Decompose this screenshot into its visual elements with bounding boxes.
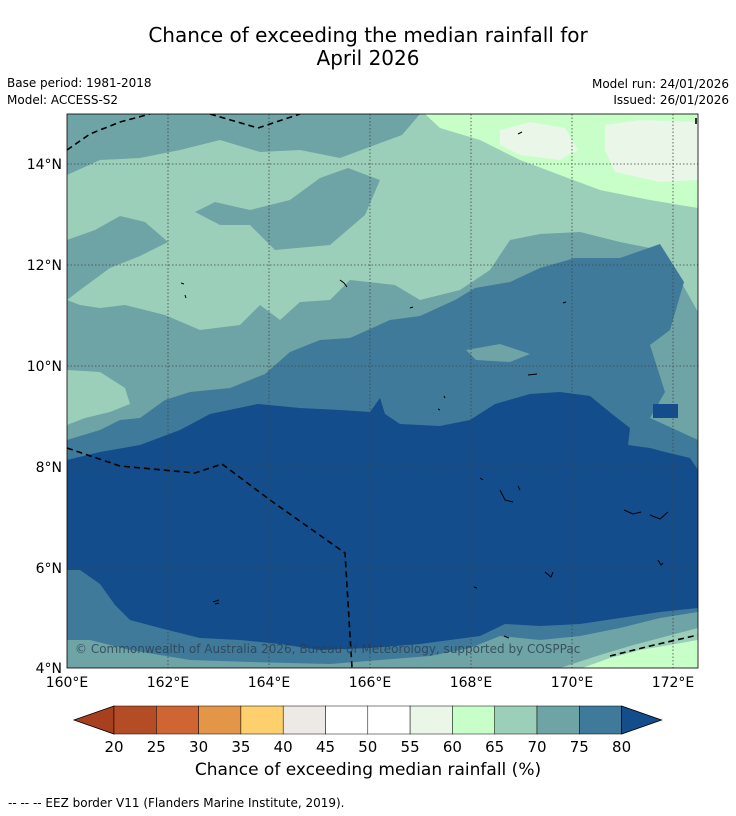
island xyxy=(527,373,538,376)
lon-label: 164°E xyxy=(248,675,291,691)
colorbar-tick-label: 55 xyxy=(401,738,420,756)
map-title-line1: Chance of exceeding the median rainfall … xyxy=(148,23,588,47)
island xyxy=(562,301,567,304)
colorbar-tick-label: 80 xyxy=(612,738,631,756)
eez-border-south-east xyxy=(609,634,698,657)
colorbar-tick-label: 45 xyxy=(316,738,335,756)
colorbar-swatch xyxy=(282,705,326,735)
contour-patch-80-plus-east xyxy=(653,404,678,418)
eez-legend: -- -- -- EEZ border V11 (Flanders Marine… xyxy=(8,796,345,810)
colorbar-tick-label: 40 xyxy=(274,738,293,756)
colorbar-tick-label: 20 xyxy=(104,738,123,756)
lat-label: 12°N xyxy=(27,258,62,274)
eez-borders xyxy=(67,114,698,668)
lon-axis: 160°E 162°E 164°E 166°E 168°E 170°E 172°… xyxy=(46,675,695,691)
base-period-label: Base period: 1981-2018 xyxy=(7,76,152,90)
contour-band-60-65-south xyxy=(582,640,698,668)
colorbar: 20 25 30 35 40 45 50 55 60 65 70 75 80 xyxy=(72,705,663,756)
contour-band-55-60-north xyxy=(605,120,698,182)
lon-label: 170°E xyxy=(551,675,594,691)
island xyxy=(623,509,669,520)
island xyxy=(479,477,521,503)
graticule xyxy=(67,114,698,668)
lat-label: 10°N xyxy=(27,359,62,375)
colorbar-swatch xyxy=(536,705,580,735)
island xyxy=(544,571,554,578)
lon-label: 160°E xyxy=(46,675,89,691)
map-title-line2: April 2026 xyxy=(316,46,420,70)
lat-label: 6°N xyxy=(36,561,62,577)
island xyxy=(437,395,446,411)
map-frame xyxy=(66,113,699,669)
colorbar-swatch xyxy=(494,705,538,735)
lat-label: 14°N xyxy=(27,157,62,173)
copyright-text: © Commonwealth of Australia 2026, Bureau… xyxy=(75,642,580,656)
probability-contours xyxy=(67,114,698,668)
island xyxy=(503,635,510,639)
colorbar-tick-label: 30 xyxy=(189,738,208,756)
lat-label: 8°N xyxy=(36,460,62,476)
contour-patch-65-70-west xyxy=(67,370,130,425)
island xyxy=(409,306,414,309)
colorbar-swatch xyxy=(452,705,495,735)
colorbar-tick-label: 50 xyxy=(358,738,377,756)
colorbar-swatch xyxy=(240,705,284,735)
colorbar-tick-label: 60 xyxy=(443,738,462,756)
lon-label: 162°E xyxy=(147,675,190,691)
island xyxy=(473,586,478,589)
colorbar-swatch xyxy=(156,705,199,735)
contour-patch-70-75 xyxy=(466,344,530,362)
island xyxy=(657,559,664,566)
islands xyxy=(180,131,669,639)
lon-label: 172°E xyxy=(652,675,695,691)
island xyxy=(517,131,523,135)
colorbar-tick-label: 25 xyxy=(147,738,166,756)
colorbar-tick-label: 70 xyxy=(527,738,546,756)
eez-border-marshall xyxy=(67,447,353,668)
colorbar-swatch xyxy=(113,705,157,735)
contour-band-70-75-tongue xyxy=(195,168,380,250)
contour-band-70-75-north xyxy=(67,114,420,175)
island xyxy=(212,599,220,605)
lat-label: 4°N xyxy=(36,661,62,677)
lat-axis: 14°N 12°N 10°N 8°N 6°N 4°N xyxy=(27,157,62,677)
colorbar-extend-high xyxy=(621,705,663,735)
model-label: Model: ACCESS-S2 xyxy=(7,93,119,107)
eez-border-north-west xyxy=(67,114,151,151)
colorbar-swatch xyxy=(579,705,622,735)
contour-band-55-60-patch xyxy=(500,122,578,160)
contour-band-80-plus xyxy=(67,392,698,650)
island xyxy=(339,279,348,288)
issued-label: Issued: 26/01/2026 xyxy=(613,93,729,107)
colorbar-tick-label: 35 xyxy=(231,738,250,756)
lon-label: 166°E xyxy=(349,675,392,691)
colorbar-swatch xyxy=(325,705,369,735)
colorbar-swatch xyxy=(409,705,453,735)
island xyxy=(180,282,187,299)
colorbar-tick-label: 75 xyxy=(570,738,589,756)
colorbar-swatch xyxy=(367,705,411,735)
colorbar-tick-label: 65 xyxy=(485,738,504,756)
colorbar-title: Chance of exceeding median rainfall (%) xyxy=(194,760,542,780)
colorbar-extend-low xyxy=(72,705,115,735)
colorbar-swatch xyxy=(198,705,242,735)
model-run-label: Model run: 24/01/2026 xyxy=(591,77,729,91)
lon-label: 168°E xyxy=(450,675,493,691)
